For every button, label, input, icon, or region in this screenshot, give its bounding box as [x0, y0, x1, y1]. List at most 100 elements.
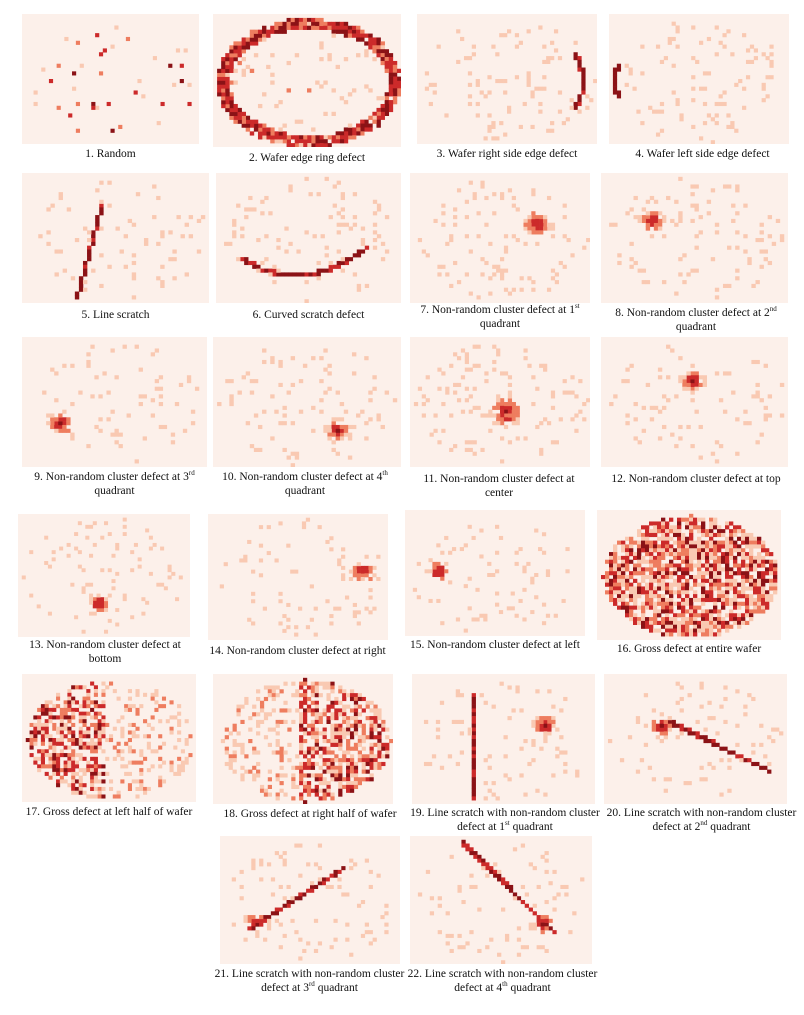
- defect-cell: [741, 540, 746, 545]
- defect-cell: [721, 582, 726, 587]
- defect-cell: [520, 843, 526, 848]
- defect-cell: [249, 379, 255, 384]
- defect-cell: [251, 918, 256, 923]
- defect-cell: [536, 915, 541, 920]
- defect-cell: [491, 573, 496, 578]
- defect-cell: [50, 417, 55, 422]
- defect-cell: [725, 586, 730, 591]
- defect-cell: [364, 84, 369, 89]
- defect-cell: [566, 390, 571, 395]
- defect-cell: [78, 741, 83, 746]
- defect-cell: [50, 367, 55, 372]
- defect-cell: [471, 704, 476, 709]
- defect-cell: [678, 176, 683, 181]
- defect-cell: [78, 786, 83, 791]
- defect-cell: [310, 746, 316, 751]
- defect-cell: [649, 529, 654, 534]
- defect-cell: [44, 749, 49, 754]
- defect-cell: [520, 945, 526, 950]
- defect-cell: [270, 877, 276, 882]
- defect-cell: [314, 761, 319, 767]
- defect-cell: [256, 238, 261, 243]
- defect-cell: [384, 57, 390, 62]
- defect-cell: [97, 711, 102, 716]
- defect-cell: [348, 257, 354, 262]
- defect-cell: [463, 628, 468, 633]
- defect-cell: [530, 580, 535, 585]
- defect-cell: [330, 716, 335, 721]
- defect-cell: [267, 792, 272, 797]
- defect-cell: [221, 64, 226, 70]
- defect-cell: [667, 727, 672, 732]
- defect-cell: [527, 363, 532, 368]
- defect-cell: [295, 689, 300, 694]
- defect-cell: [139, 768, 144, 773]
- defect-cell: [133, 542, 138, 547]
- defect-cell: [751, 742, 756, 747]
- defect-cell: [225, 68, 230, 73]
- defect-cell: [471, 788, 476, 793]
- defect-cell: [743, 421, 748, 426]
- defect-cell: [749, 575, 754, 580]
- defect-cell: [150, 715, 155, 720]
- defect-cell: [501, 907, 506, 912]
- defect-cell: [457, 888, 462, 893]
- defect-cell: [761, 540, 766, 545]
- defect-cell: [314, 708, 319, 713]
- defect-cell: [453, 444, 458, 449]
- defect-cell: [266, 922, 272, 927]
- defect-cell: [685, 555, 690, 560]
- defect-cell: [767, 215, 773, 220]
- defect-cell: [449, 948, 454, 953]
- defect-cell: [253, 127, 259, 132]
- defect-cell: [641, 605, 646, 610]
- defect-cell: [779, 234, 785, 239]
- defect-cell: [539, 719, 544, 724]
- defect-cell: [735, 276, 740, 281]
- defect-cell: [507, 405, 513, 410]
- defect-cell: [657, 552, 662, 557]
- defect-cell: [714, 121, 719, 126]
- defect-cell: [690, 398, 695, 403]
- defect-cell: [115, 542, 120, 547]
- defect-cell: [352, 565, 357, 570]
- defect-cell: [282, 447, 287, 452]
- defect-cell: [686, 272, 691, 277]
- defect-cell: [82, 722, 87, 727]
- defect-cell: [677, 594, 682, 599]
- defect-cell: [327, 424, 332, 430]
- defect-cell: [507, 777, 512, 782]
- defect-cell: [253, 41, 259, 46]
- defect-cell: [325, 539, 330, 544]
- defect-cell: [735, 417, 740, 422]
- defect-cell: [763, 765, 768, 770]
- defect-cell: [347, 455, 353, 460]
- defect-cell: [492, 192, 497, 197]
- defect-cell: [377, 761, 382, 767]
- defect-cell: [229, 45, 234, 50]
- defect-cell: [56, 741, 61, 746]
- defect-cell: [677, 620, 682, 625]
- defect-cell: [773, 582, 778, 587]
- defect-cell: [530, 576, 535, 581]
- defect-cell: [67, 726, 72, 731]
- defect-cell: [267, 689, 272, 694]
- defect-cell: [364, 922, 369, 927]
- defect-cell: [673, 532, 678, 538]
- defect-cell: [709, 575, 714, 580]
- defect-cell: [342, 696, 347, 702]
- defect-cell: [440, 569, 445, 574]
- defect-cell: [697, 525, 702, 530]
- defect-cell: [299, 716, 304, 721]
- defect-cell: [425, 398, 430, 403]
- defect-cell: [677, 548, 682, 553]
- defect-cell: [653, 605, 658, 610]
- defect-cell: [169, 730, 174, 735]
- defect-cell: [500, 409, 505, 414]
- defect-cell: [90, 779, 95, 784]
- defect-cell: [318, 716, 323, 721]
- defect-cell: [275, 693, 280, 698]
- defect-cell: [681, 540, 686, 545]
- defect-cell: [139, 753, 144, 758]
- defect-cell: [314, 784, 319, 789]
